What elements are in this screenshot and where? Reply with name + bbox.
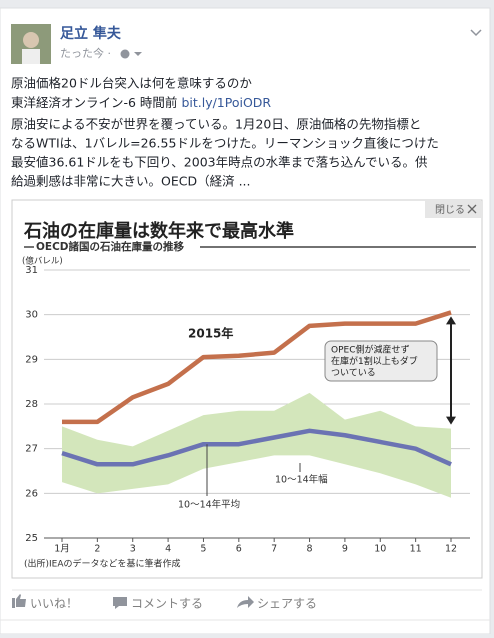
- close-icon[interactable]: [467, 204, 477, 214]
- x-tick-label: 11: [410, 544, 422, 555]
- source: 東洋経済オンライン-6 時間前: [11, 95, 177, 110]
- author[interactable]: 足立 隼夫: [60, 25, 122, 42]
- share-icon[interactable]: [237, 596, 254, 608]
- headline: 原油価格20ドル台突入は何を意味するのか: [11, 76, 252, 91]
- band-label: 10〜14年幅: [275, 474, 328, 486]
- avatar-face: [23, 32, 39, 48]
- y-tick-label: 26: [25, 488, 38, 499]
- comment[interactable]: コメントする: [131, 597, 203, 611]
- comment-icon[interactable]: [113, 597, 127, 609]
- y-tick-label: 29: [25, 354, 38, 365]
- series-line: [61, 428, 452, 467]
- x-tick-label: 5: [200, 544, 206, 555]
- series-label: 2015年: [188, 326, 233, 341]
- like[interactable]: いいね！: [30, 597, 78, 611]
- body-line: 給過剰感は非常に大きい。OECD（経済 ...: [11, 174, 250, 189]
- avatar-body: [22, 49, 40, 64]
- source-line: 東洋経済オンライン-6 時間前 bit.ly/1PoiODR: [11, 95, 271, 110]
- source-note: (出所)IEAのデータなどを基に筆者作成: [24, 558, 181, 570]
- x-tick-label: 6: [236, 544, 242, 555]
- x-tick-label: 3: [130, 544, 136, 555]
- link[interactable]: bit.ly/1PoiODR: [181, 95, 271, 110]
- callout-text: OPEC側が減産せず: [331, 344, 409, 356]
- x-tick-label: 2: [94, 544, 100, 555]
- callout-box: [324, 340, 438, 382]
- timestamp[interactable]: たった今 ·: [60, 46, 111, 60]
- close-label[interactable]: 閉じる: [435, 204, 465, 216]
- y-tick-label: 25: [25, 533, 38, 544]
- x-tick-label: 8: [307, 544, 313, 555]
- x-tick-label: 9: [342, 544, 348, 555]
- globe-icon[interactable]: [120, 49, 130, 59]
- range-band: [62, 392, 451, 498]
- chart-title: 石油の在庫量は数年来で最高水準: [23, 220, 294, 242]
- body-line: 原油安による不安が世界を覆っている。1月20日、原油価格の先物指標と: [11, 117, 421, 132]
- close-button[interactable]: [425, 201, 481, 218]
- y-tick-label: 27: [25, 444, 38, 455]
- callout-text: 在庫が1割以上もダブ: [331, 355, 418, 367]
- series-line: [62, 310, 452, 425]
- series-label: 10〜14年平均: [178, 499, 240, 511]
- x-tick-label: 12: [445, 544, 457, 555]
- menu-chevron[interactable]: [470, 29, 482, 37]
- y-tick-label: 30: [25, 310, 38, 321]
- x-tick-label: 7: [271, 544, 277, 555]
- body-line: なるWTIは、1バレル=26.55ドルをつけた。リーマンショック直後につけた: [11, 136, 439, 151]
- callout-text: ついている: [331, 368, 376, 379]
- y-tick-label: 28: [25, 399, 38, 410]
- x-tick-label: 4: [165, 544, 171, 555]
- body-line: 最安値36.61ドルをも下回り、2003年時点の水準まで落ち込んでいる。供: [11, 155, 427, 170]
- x-tick-label: 1月: [54, 544, 70, 555]
- caret[interactable]: [134, 52, 142, 56]
- y-tick-label: 31: [25, 265, 38, 276]
- chart-subtitle: OECD諸国の石油在庫量の推移: [36, 240, 185, 253]
- chart-image[interactable]: [11, 199, 483, 579]
- body: 原油安による不安が世界を覆っている。1月20日、原油価格の先物指標となるWTIは…: [11, 117, 439, 189]
- share[interactable]: シェアする: [257, 597, 317, 611]
- x-tick-label: 10: [374, 544, 386, 555]
- like-icon[interactable]: [12, 594, 26, 608]
- y-axis-label: (億バレル): [22, 256, 63, 267]
